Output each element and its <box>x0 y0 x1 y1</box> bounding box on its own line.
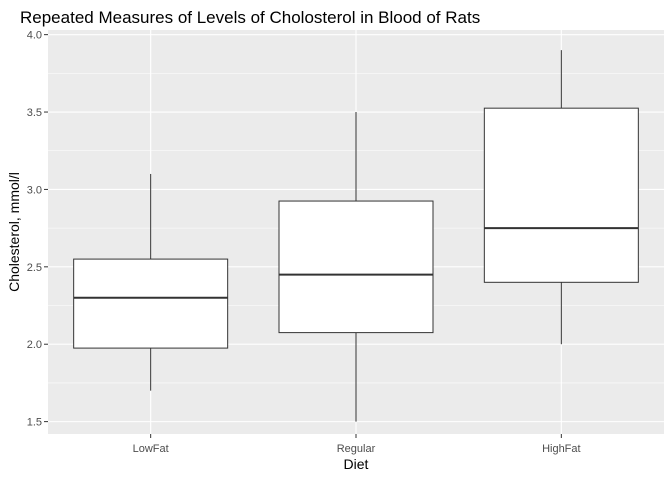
box-lowfat <box>73 173 229 391</box>
box-series <box>73 50 639 422</box>
y-tick-label: 2.0 <box>27 339 42 351</box>
y-axis-title: Cholesterol, mmol/l <box>6 172 22 292</box>
box-highfat <box>483 50 639 345</box>
y-tick-label: 2.5 <box>27 262 42 274</box>
box-iqr <box>483 107 639 283</box>
y-tick-label: 3.5 <box>27 107 42 119</box>
y-tick-label: 3.0 <box>27 184 42 196</box>
x-tick-label: HighFat <box>542 443 581 455</box>
x-axis: LowFat Regular HighFat <box>133 434 581 455</box>
y-axis: 1.5 2.0 2.5 3.0 3.5 4.0 <box>27 30 48 429</box>
x-tick-label: LowFat <box>133 443 169 455</box>
box-iqr <box>278 200 434 334</box>
x-tick-label: Regular <box>337 443 376 455</box>
x-axis-title: Diet <box>344 456 369 472</box>
y-tick-label: 1.5 <box>27 417 42 429</box>
y-tick-label: 4.0 <box>27 30 42 42</box>
box-iqr <box>73 258 229 349</box>
box-regular <box>278 112 434 422</box>
chart-title: Repeated Measures of Levels of Choloster… <box>20 8 480 27</box>
